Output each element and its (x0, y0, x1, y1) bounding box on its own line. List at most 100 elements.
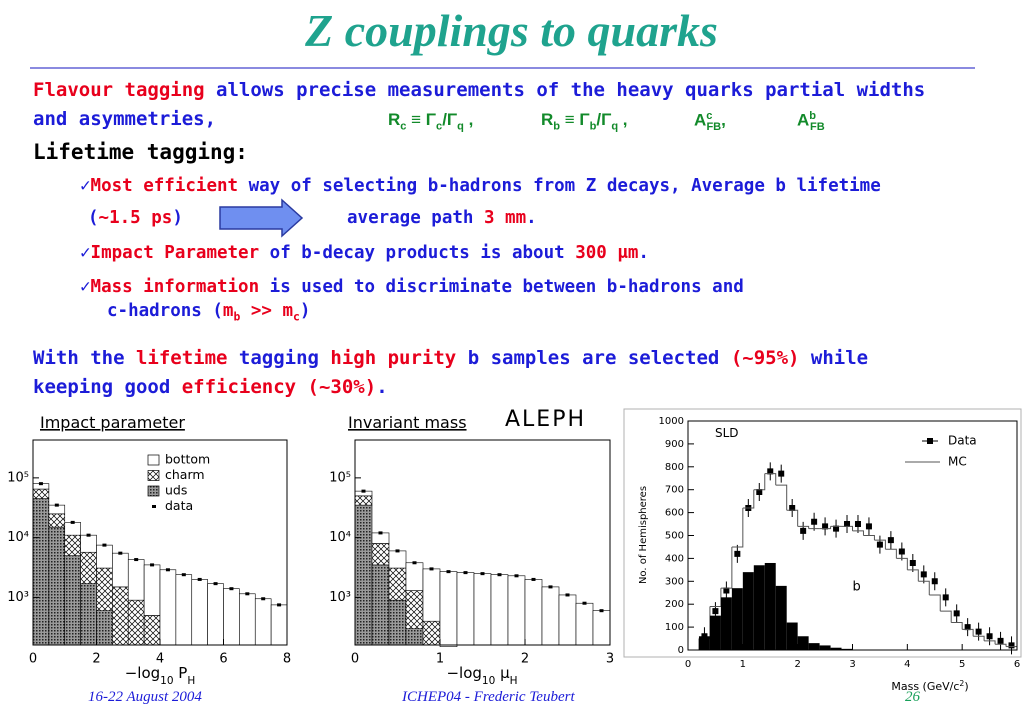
histogram-bar (64, 534, 81, 556)
data-point (599, 609, 604, 613)
histogram-bar (709, 615, 721, 650)
histogram-bar (388, 567, 407, 601)
histogram-bar (127, 599, 145, 646)
chart-title: Impact parameter (40, 413, 185, 432)
y-tick-label: 900 (665, 439, 684, 450)
histogram-bar (207, 583, 224, 646)
text-run: ) (299, 301, 311, 321)
data-point (931, 572, 938, 591)
text-run: way of selecting b-hadrons from Z decays… (238, 176, 881, 196)
text-run: (~30%) (296, 376, 377, 398)
histogram-bar (80, 583, 97, 646)
histogram-bar (127, 559, 145, 601)
text-run: b (809, 110, 817, 122)
x-tick-label: 2 (92, 652, 100, 667)
mc-step (984, 640, 996, 645)
mc-step (775, 484, 788, 511)
legend-label: charm (165, 467, 205, 482)
data-point (395, 549, 400, 553)
mc-step (863, 535, 875, 541)
text-run: /Γ (596, 110, 612, 129)
text-run: c-hadrons ( (107, 301, 223, 321)
footer-page: 26 (905, 689, 920, 705)
mc-step (764, 473, 777, 486)
histogram-bar (558, 594, 577, 646)
text-run: R (541, 110, 554, 129)
histogram-bar (731, 588, 743, 650)
y-tick-label: 500 (665, 531, 684, 542)
text-run: . (376, 376, 388, 398)
text-run: , (463, 110, 474, 129)
histogram-bar (388, 599, 407, 646)
histogram-bar (32, 488, 50, 499)
summary-line: keeping good efficiency (~30%). (33, 376, 388, 398)
y-tick-label: 10⁴ (329, 530, 351, 545)
mc-step (688, 638, 700, 651)
x-tick-label: 4 (904, 659, 910, 670)
arrow (219, 198, 304, 238)
bullet: ✓Mass information is used to discriminat… (80, 277, 744, 297)
x-tick-label: 5 (959, 659, 965, 670)
y-tick-label: 1000 (659, 416, 684, 427)
histogram-bar (239, 593, 256, 646)
text-run: . (638, 243, 649, 263)
axis-label-part: Mass (GeV/c (891, 680, 959, 693)
legend-label: Data (948, 434, 977, 448)
text-run: b (589, 120, 597, 133)
data-point (565, 593, 570, 597)
data-point (756, 482, 763, 501)
text-run: allows precise measurements of the heavy… (204, 79, 926, 101)
data-point (942, 588, 949, 607)
histogram-bar (371, 564, 390, 646)
x-tick-label: 2 (521, 652, 529, 667)
text-run: ≡ Γ (560, 110, 590, 129)
axis-label: −log10 μH (446, 664, 517, 687)
axis-label-part: ) (964, 680, 968, 693)
data-point (822, 517, 829, 536)
y-axis-label: No. of Hemispheres (638, 486, 649, 584)
text-run: Mass information (90, 277, 260, 297)
histogram-bar (48, 526, 66, 646)
chart-title: Invariant mass (348, 413, 467, 432)
data-point (920, 565, 927, 584)
bullet: ✓Impact Parameter of b-decay products is… (80, 243, 649, 263)
data-point (789, 499, 796, 518)
histogram-bar (371, 543, 390, 566)
histogram-bar (764, 562, 776, 650)
text-run: while (799, 347, 869, 369)
axis-label: Mass (GeV/c2) (891, 679, 968, 694)
data-point (378, 531, 383, 535)
histogram-bar (405, 590, 424, 629)
text-run: FB (810, 121, 825, 134)
data-point (213, 582, 218, 586)
y-tick-label: 600 (665, 508, 684, 519)
histogram-bar (405, 628, 424, 646)
histogram-bar (753, 565, 765, 650)
data-point (102, 543, 107, 547)
data-point (514, 574, 519, 578)
text-run: Most efficient (90, 176, 239, 196)
data-point (277, 603, 282, 607)
histogram-bar (720, 597, 732, 650)
formula: AcFB, (694, 110, 726, 133)
legend-label: uds (165, 483, 187, 498)
axis-label-part: −log (446, 664, 481, 682)
text-run: c (436, 120, 443, 133)
data-point (463, 571, 468, 575)
axis-label-part: μ (495, 664, 510, 682)
x-tick-label: 1 (436, 652, 444, 667)
data-point (118, 551, 123, 555)
mc-step (896, 557, 908, 570)
mc-step (907, 569, 919, 582)
data-point (778, 464, 785, 483)
check: ✓ (80, 277, 91, 297)
y-tick-label: 10⁵ (7, 470, 29, 485)
legend-symbol (152, 505, 156, 508)
data-point (181, 573, 186, 577)
histogram-bar (175, 574, 193, 646)
data-point (446, 570, 451, 574)
legend-symbol (147, 454, 160, 466)
text-run: c (293, 309, 300, 324)
data-point (800, 521, 807, 540)
